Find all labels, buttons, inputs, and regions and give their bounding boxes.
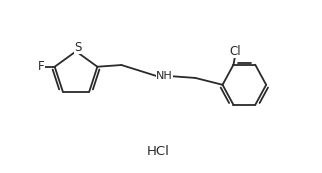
Text: F: F [38, 60, 44, 73]
Text: HCl: HCl [147, 145, 169, 158]
Text: NH: NH [156, 71, 173, 81]
Text: S: S [74, 41, 81, 54]
Text: Cl: Cl [229, 45, 241, 58]
